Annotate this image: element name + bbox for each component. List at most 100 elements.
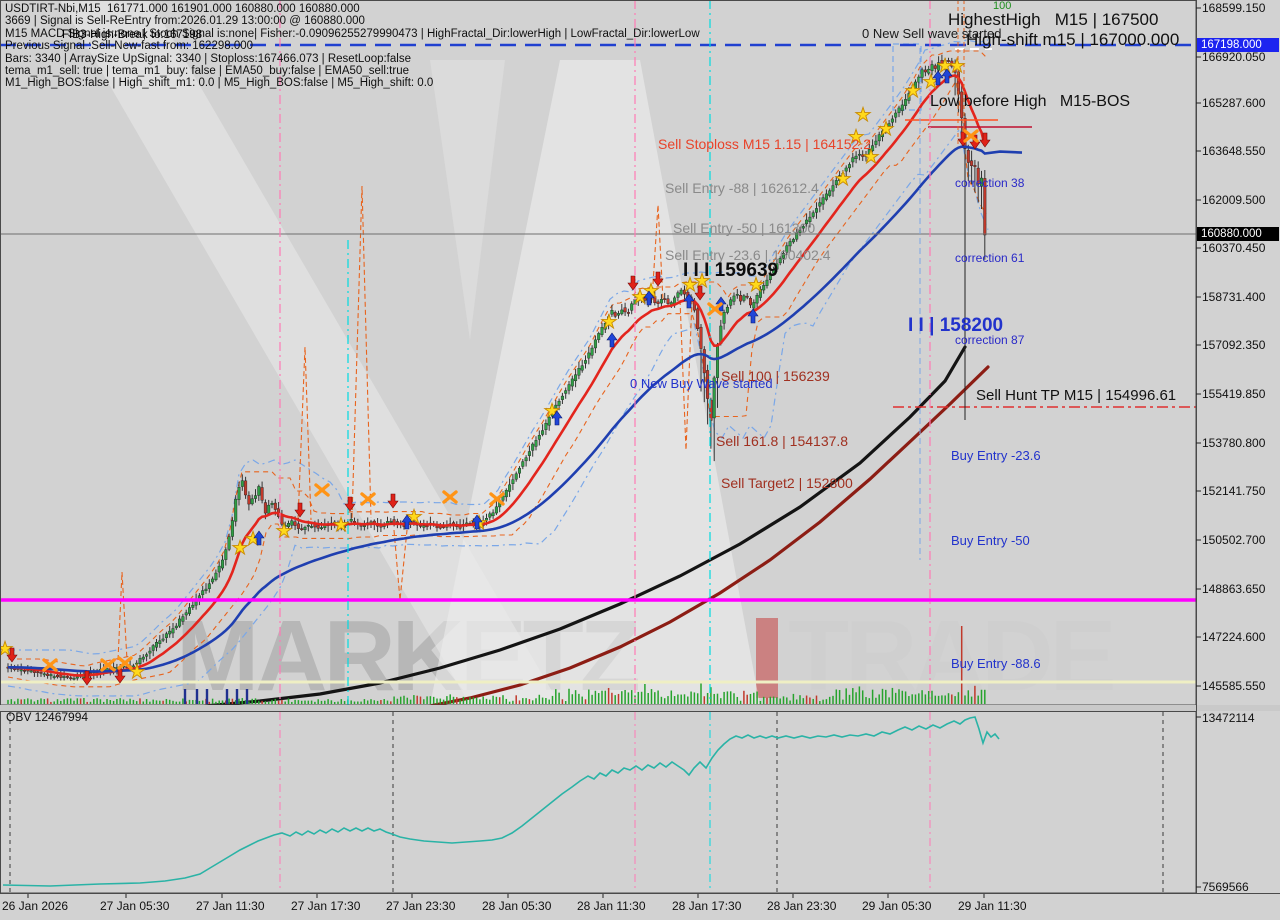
chart-annotation: Sell Hunt TP M15 | 154996.61 xyxy=(976,387,1177,404)
candle-down xyxy=(613,312,617,317)
candle-up xyxy=(151,645,155,651)
candle-down xyxy=(973,165,977,167)
candle-down xyxy=(923,69,927,73)
candle-up xyxy=(168,630,172,635)
candle-up xyxy=(805,219,809,225)
chart-annotation: Buy Entry -88.6 xyxy=(951,656,1041,671)
candle-up xyxy=(518,467,522,474)
candle-up xyxy=(524,457,528,462)
buy-arrow-icon xyxy=(643,290,655,306)
buy-arrow-icon xyxy=(747,308,759,324)
price-axis-label: 158731.400 xyxy=(1202,290,1266,304)
candle-up xyxy=(782,253,786,259)
info-line: Bars: 3340 | ArraySize UpSignal: 3340 | … xyxy=(5,52,411,65)
candle-up xyxy=(131,665,135,668)
candle-up xyxy=(636,296,640,302)
candle-up xyxy=(534,440,538,447)
candle-down xyxy=(749,298,753,306)
chart-annotation: correction 38 xyxy=(955,176,1025,190)
chart-annotation: I I I 159639 xyxy=(683,260,779,281)
candle-up xyxy=(894,112,898,118)
buy-arrow-icon xyxy=(606,332,618,348)
candle-up xyxy=(679,289,683,295)
buy-arrow-icon xyxy=(551,410,563,426)
candle-down xyxy=(425,525,429,528)
candle-up xyxy=(494,506,498,514)
candle-down xyxy=(706,370,710,399)
channel-lower-lightblue xyxy=(7,127,989,697)
candle-down xyxy=(435,525,439,529)
buy-arrow-icon xyxy=(932,70,944,86)
candle-up xyxy=(841,173,845,178)
time-axis-label: 26 Jan 2026 xyxy=(2,899,69,913)
candle-up xyxy=(214,572,218,580)
candle-up xyxy=(240,480,244,487)
candle-up xyxy=(844,167,848,172)
candle-up xyxy=(795,232,799,240)
star-marker: ★ xyxy=(948,56,965,77)
buy-arrow-icon xyxy=(941,68,953,84)
price-axis-label: 157092.350 xyxy=(1202,338,1266,352)
chart-annotation: High-shift m15 | 167000.000 xyxy=(966,30,1180,49)
candle-up xyxy=(574,374,578,382)
candle-down xyxy=(59,674,63,678)
candle-down xyxy=(947,60,951,62)
candle-up xyxy=(712,377,716,419)
candle-up xyxy=(257,486,261,496)
candle-up xyxy=(508,484,512,492)
candle-up xyxy=(593,339,597,349)
candle-up xyxy=(729,299,733,306)
candle-up xyxy=(283,524,287,527)
candle-up xyxy=(148,650,152,654)
price-axis-label: 145585.550 xyxy=(1202,679,1266,693)
candle-up xyxy=(801,226,805,229)
indicator-panel-border xyxy=(0,711,1197,894)
candle-up xyxy=(42,673,46,676)
star-marker: ★ xyxy=(631,287,648,308)
candle-up xyxy=(732,295,736,302)
candle-up xyxy=(811,212,815,217)
candle-up xyxy=(306,524,310,527)
sell-arrow-icon xyxy=(387,493,399,509)
candle-up xyxy=(310,526,314,528)
candle-down xyxy=(626,312,630,314)
info-line: 3669 | Signal is Sell-ReEntry from:2026.… xyxy=(5,15,365,28)
ma-slow-black xyxy=(203,345,967,708)
candle-up xyxy=(752,302,756,309)
candle-up xyxy=(511,479,515,484)
watermark-red-bar xyxy=(756,618,778,698)
candle-down xyxy=(56,674,60,678)
sell-arrow-icon xyxy=(627,275,639,291)
candle-up xyxy=(590,347,594,356)
chart-annotation: 0 New Buy Wave started xyxy=(630,376,773,391)
candle-up xyxy=(815,208,819,213)
candle-down xyxy=(663,298,667,300)
candle-up xyxy=(541,430,545,435)
star-marker: ★ xyxy=(862,147,879,168)
candle-up xyxy=(211,578,215,583)
price-axis-label: 155419.850 xyxy=(1202,387,1266,401)
candle-up xyxy=(422,525,426,528)
candle-up xyxy=(659,299,663,304)
candle-up xyxy=(220,559,224,569)
candle-up xyxy=(138,658,142,664)
candle-up xyxy=(897,107,901,113)
candle-up xyxy=(567,384,571,391)
candle-down xyxy=(666,298,670,304)
candle-up xyxy=(871,145,875,151)
price-axis-label: 163648.550 xyxy=(1202,144,1266,158)
candle-up xyxy=(570,378,574,387)
candle-up xyxy=(914,81,918,90)
candle-up xyxy=(791,239,795,243)
candle-down xyxy=(983,178,987,236)
panel-splitter[interactable] xyxy=(0,705,1280,711)
sell-arrow-icon xyxy=(979,132,991,148)
candle-down xyxy=(69,677,73,679)
candle-down xyxy=(739,295,743,302)
candle-down xyxy=(244,480,248,496)
candle-down xyxy=(623,307,627,313)
candle-up xyxy=(290,520,294,526)
candle-down xyxy=(263,502,267,514)
x-cross-icon xyxy=(442,490,458,504)
